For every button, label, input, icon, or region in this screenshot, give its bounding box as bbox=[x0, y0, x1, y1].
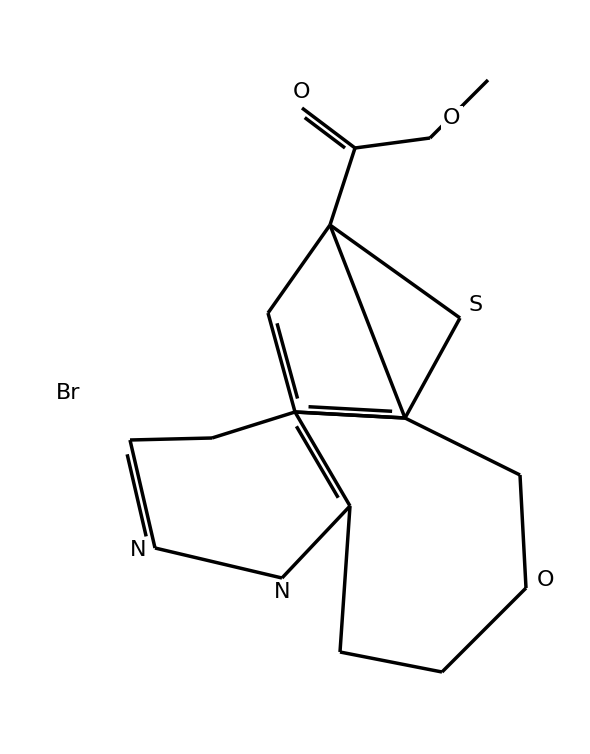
Text: O: O bbox=[536, 570, 554, 590]
Text: Br: Br bbox=[55, 383, 80, 403]
Text: N: N bbox=[130, 540, 146, 560]
Text: N: N bbox=[274, 582, 290, 602]
Text: S: S bbox=[469, 295, 483, 315]
Text: O: O bbox=[443, 108, 461, 128]
Text: O: O bbox=[292, 82, 310, 102]
